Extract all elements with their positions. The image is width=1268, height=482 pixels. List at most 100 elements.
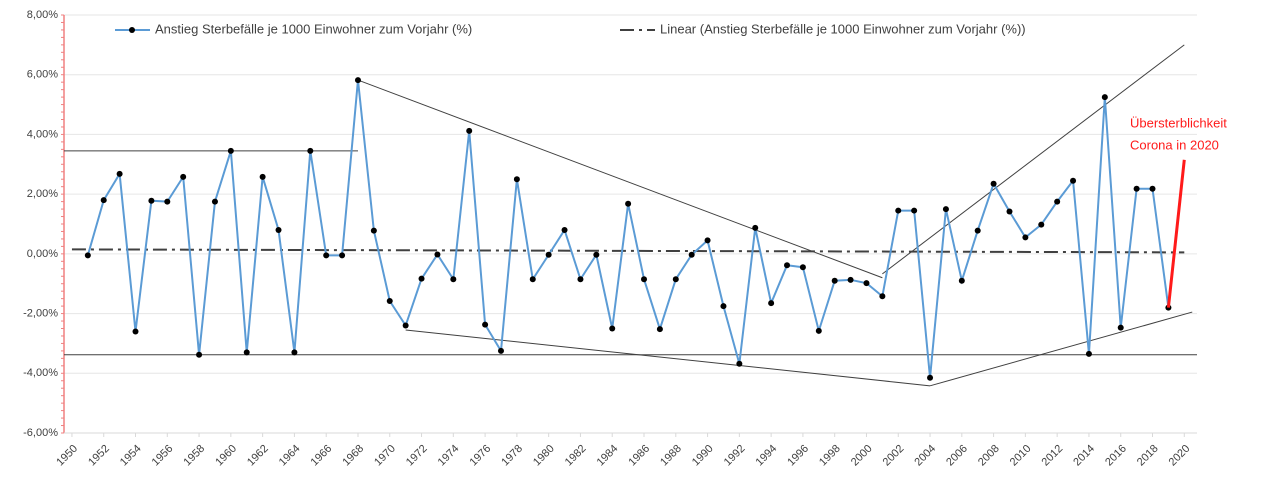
point: [752, 224, 759, 231]
point: [688, 251, 695, 258]
x-tick-label: 1974: [436, 443, 462, 469]
point: [641, 276, 648, 283]
x-tick-label: 1980: [531, 443, 557, 469]
x-tick-label: 2020: [1167, 443, 1193, 469]
x-tick-label: 1986: [626, 443, 652, 469]
point: [1117, 324, 1124, 331]
point: [1054, 198, 1061, 205]
guide-line: [405, 329, 931, 387]
y-tick-label: -2,00%: [23, 307, 58, 319]
trend-line: [71, 248, 1185, 254]
point: [593, 251, 600, 258]
point: [1085, 350, 1092, 357]
y-tick-label: 0,00%: [27, 248, 58, 260]
legend-marker: [129, 27, 135, 33]
x-tick-label: 2016: [1103, 443, 1129, 469]
point: [625, 200, 632, 207]
x-tick-label: 2018: [1135, 443, 1161, 469]
y-tick-label: 8,00%: [27, 9, 58, 21]
point: [990, 180, 997, 187]
x-tick-label: 1950: [54, 443, 80, 469]
line: [86, 79, 1170, 378]
point: [1133, 185, 1140, 192]
point: [656, 326, 663, 333]
guide-line: [357, 79, 883, 279]
x-tick-label: 1960: [213, 443, 239, 469]
annotation: Übersterblichkeit: [1130, 115, 1227, 130]
point: [704, 237, 711, 244]
point: [831, 277, 838, 284]
point: [974, 227, 981, 234]
point: [1006, 208, 1013, 215]
x-tick-label: 2006: [944, 443, 970, 469]
point: [434, 251, 441, 258]
point: [513, 176, 520, 183]
point: [386, 298, 393, 305]
point: [768, 300, 775, 307]
point: [863, 280, 870, 287]
x-tick-label: 2004: [912, 443, 938, 469]
y-tick-label: 6,00%: [27, 69, 58, 81]
point: [911, 207, 918, 214]
x-tick-label: 1978: [499, 443, 525, 469]
guide-line: [929, 311, 1193, 387]
point: [354, 77, 361, 84]
x-tick-label: 1954: [118, 443, 144, 469]
point: [1101, 94, 1108, 101]
point: [497, 347, 504, 354]
x-tick-label: 1964: [277, 443, 303, 469]
y-tick-label: -6,00%: [23, 427, 58, 439]
x-tick-label: 1988: [658, 443, 684, 469]
point: [736, 360, 743, 367]
x-tick-label: 1976: [467, 443, 493, 469]
x-tick-label: 2014: [1071, 443, 1097, 469]
point: [196, 351, 203, 358]
point: [895, 207, 902, 214]
x-tick-label: 1984: [595, 443, 621, 469]
point: [418, 275, 425, 282]
x-tick-label: 1968: [340, 443, 366, 469]
y-tick-label: 4,00%: [27, 128, 58, 140]
x-tick-label: 1952: [86, 443, 112, 469]
point: [545, 251, 552, 258]
point: [927, 374, 934, 381]
x-tick-label: 2000: [849, 443, 875, 469]
point: [466, 127, 473, 134]
point: [243, 349, 250, 356]
point: [577, 276, 584, 283]
point: [1022, 234, 1029, 241]
point: [180, 173, 187, 180]
point: [148, 197, 155, 204]
point: [291, 349, 298, 356]
point: [561, 226, 568, 233]
point: [672, 276, 679, 283]
x-tick-label: 1996: [785, 443, 811, 469]
x-tick-label: 1992: [722, 443, 748, 469]
point: [847, 276, 854, 283]
x-tick-label: 1970: [372, 443, 398, 469]
x-tick-label: 1990: [690, 443, 716, 469]
x-tick-label: 2012: [1040, 443, 1066, 469]
x-tick-label: 2002: [881, 443, 907, 469]
point: [529, 276, 536, 283]
point: [720, 303, 727, 310]
x-tick-label: 2010: [1008, 443, 1034, 469]
point: [1070, 177, 1077, 184]
point: [1038, 221, 1045, 228]
y-tick-label: 2,00%: [27, 188, 58, 200]
point: [275, 226, 282, 233]
point: [1149, 185, 1156, 192]
point: [942, 206, 949, 213]
point: [609, 325, 616, 332]
point: [100, 197, 107, 204]
point: [307, 147, 314, 154]
legend-label: Linear (Anstieg Sterbefälle je 1000 Einw…: [660, 21, 1026, 36]
x-tick-label: 1956: [150, 443, 176, 469]
point: [259, 173, 266, 180]
x-tick-label: 1962: [245, 443, 271, 469]
point: [211, 198, 218, 205]
point: [784, 262, 791, 269]
x-tick-label: 1972: [404, 443, 430, 469]
x-tick-label: 1966: [309, 443, 335, 469]
